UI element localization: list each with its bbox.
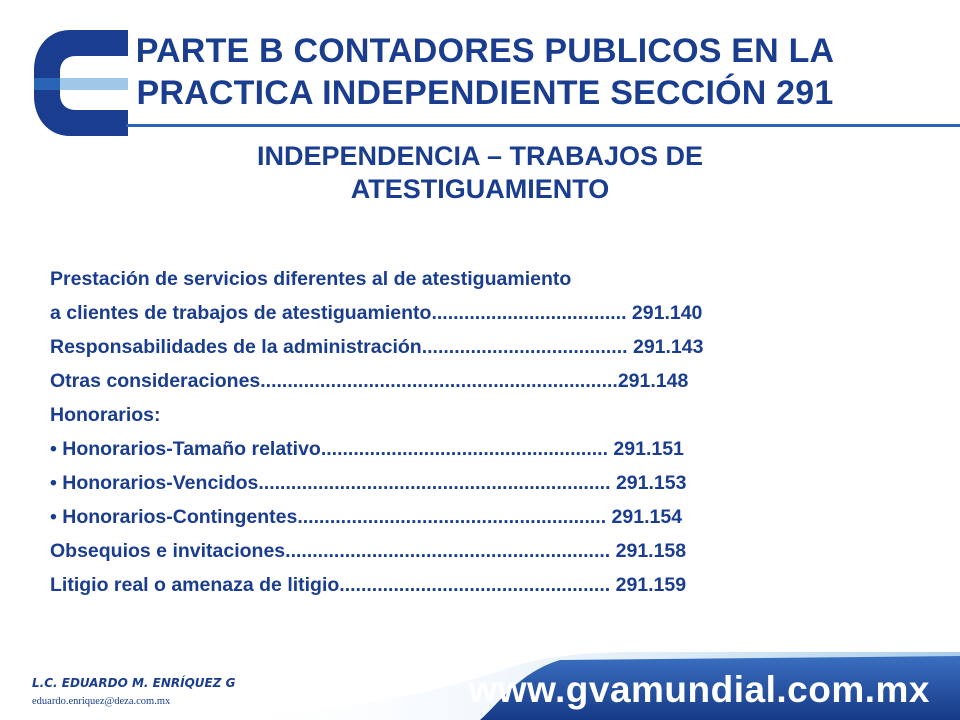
content-line: Responsabilidades de la administración..… (50, 336, 704, 358)
title-divider (126, 124, 960, 127)
content-line: Honorarios: (50, 404, 161, 426)
content-line: Litigio real o amenaza de litigio.......… (50, 574, 687, 596)
slide-subtitle: INDEPENDENCIA – TRABAJOS DE ATESTIGUAMIE… (190, 140, 770, 206)
content-line: Otras consideraciones...................… (50, 370, 689, 392)
title-line-1: PARTE B CONTADORES PUBLICOS EN LA (135, 32, 835, 70)
content-line: • Honorarios-Contingentes...............… (50, 506, 683, 528)
footer-banner (200, 652, 960, 720)
subtitle-line-1: INDEPENDENCIA – TRABAJOS DE (256, 141, 704, 171)
content-line: Obsequios e invitaciones................… (50, 540, 687, 562)
content-line: a clientes de trabajos de atestiguamient… (50, 302, 703, 324)
title-line-2: PRACTICA INDEPENDIENTE SECCIÓN 291 (136, 74, 834, 112)
website-link[interactable]: www.gvamundial.com.mx (468, 669, 930, 710)
content-list: Prestación de servicios diferentes al de… (50, 262, 930, 602)
slide-title: PARTE B CONTADORES PUBLICOS EN LA PRACTI… (120, 30, 850, 114)
content-line: • Honorarios-Vencidos...................… (50, 472, 687, 494)
author-name: L.C. EDUARDO M. ENRÍQUEZ G (32, 676, 236, 690)
subtitle-line-2: ATESTIGUAMIENTO (350, 174, 610, 204)
author-email[interactable]: eduardo.enriquez@deza.com.mx (32, 696, 171, 707)
content-line: • Honorarios-Tamaño relativo............… (50, 438, 684, 460)
content-line: Prestación de servicios diferentes al de… (50, 268, 572, 290)
company-logo-icon (34, 30, 128, 136)
